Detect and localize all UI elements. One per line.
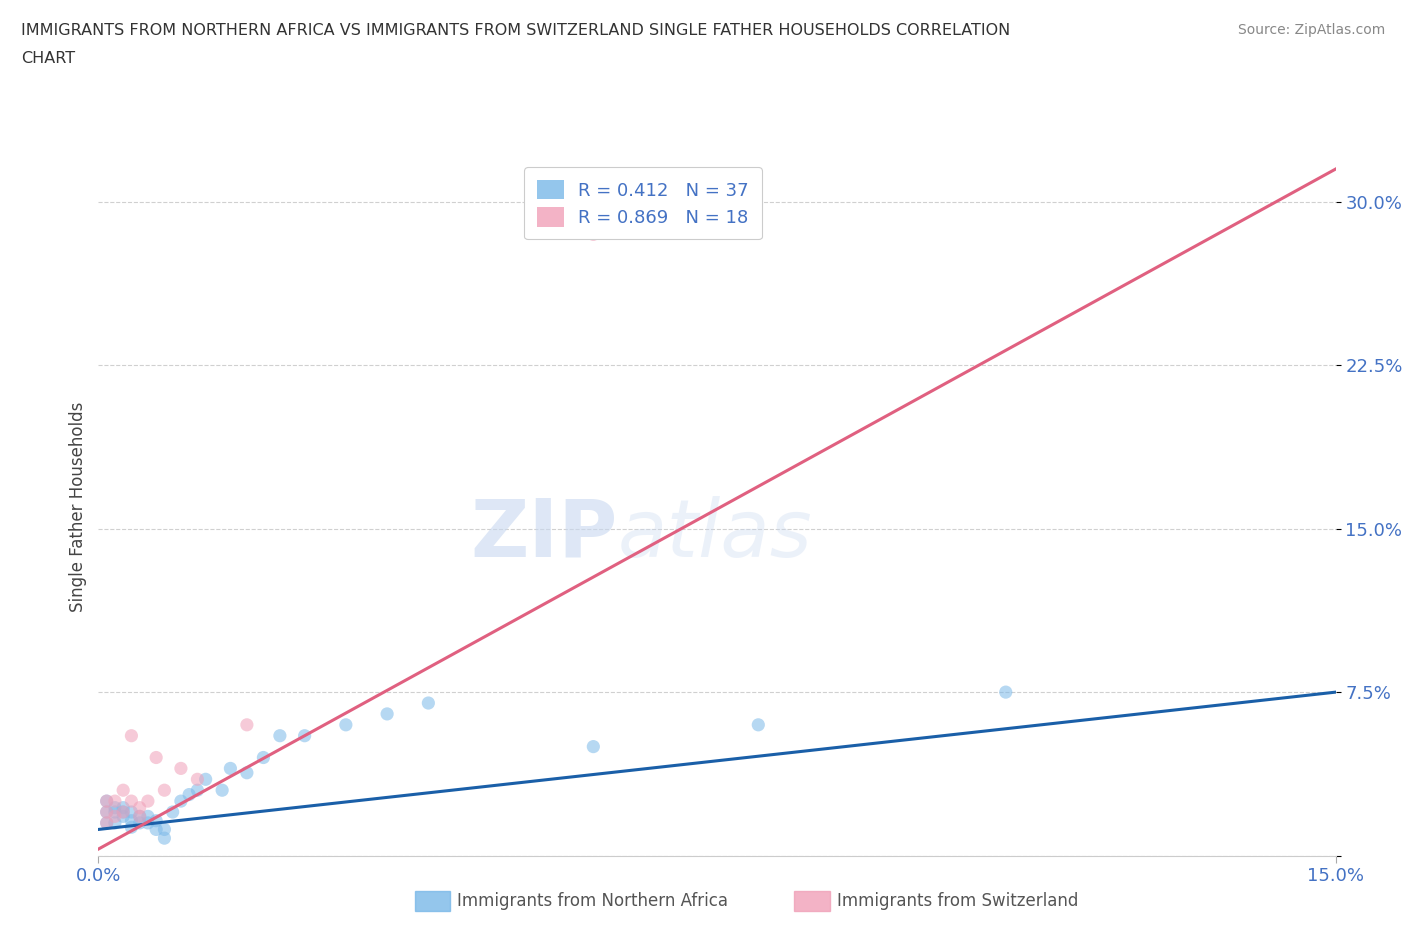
Y-axis label: Single Father Households: Single Father Households <box>69 402 87 612</box>
Point <box>112 804 135 819</box>
Text: CHART: CHART <box>21 51 75 66</box>
Point <box>335 717 357 732</box>
Point <box>128 809 150 824</box>
Point <box>747 717 769 732</box>
Point <box>104 800 127 815</box>
Point <box>145 751 167 765</box>
Point <box>136 793 159 808</box>
Point <box>104 804 127 819</box>
Point <box>136 816 159 830</box>
Point <box>96 793 118 808</box>
Point <box>162 804 184 819</box>
Point <box>211 783 233 798</box>
Point <box>194 772 217 787</box>
Point <box>153 830 176 845</box>
Point <box>153 822 176 837</box>
Point <box>236 717 259 732</box>
Point <box>252 751 274 765</box>
Point <box>128 800 150 815</box>
Point <box>96 816 118 830</box>
Point <box>120 804 142 819</box>
Point <box>104 809 127 824</box>
Point <box>418 696 440 711</box>
Point <box>186 783 208 798</box>
Point <box>994 684 1017 699</box>
Point <box>128 809 150 824</box>
Text: Source: ZipAtlas.com: Source: ZipAtlas.com <box>1237 23 1385 37</box>
Point <box>153 783 176 798</box>
Point <box>120 728 142 743</box>
Point <box>219 761 242 776</box>
Point <box>128 816 150 830</box>
Point <box>582 227 605 242</box>
Point <box>120 793 142 808</box>
Point <box>104 816 127 830</box>
Point <box>145 822 167 837</box>
Legend: R = 0.412   N = 37, R = 0.869   N = 18: R = 0.412 N = 37, R = 0.869 N = 18 <box>524 167 762 239</box>
Point <box>145 813 167 829</box>
Point <box>186 772 208 787</box>
Point <box>112 809 135 824</box>
Text: ZIP: ZIP <box>471 496 619 574</box>
Point <box>120 820 142 835</box>
Text: IMMIGRANTS FROM NORTHERN AFRICA VS IMMIGRANTS FROM SWITZERLAND SINGLE FATHER HOU: IMMIGRANTS FROM NORTHERN AFRICA VS IMMIG… <box>21 23 1011 38</box>
Text: atlas: atlas <box>619 496 813 574</box>
Point <box>136 809 159 824</box>
Point <box>96 804 118 819</box>
Point <box>96 793 118 808</box>
Point <box>112 783 135 798</box>
Point <box>96 804 118 819</box>
Point <box>170 793 193 808</box>
Point <box>179 787 201 802</box>
Point <box>112 800 135 815</box>
Point <box>104 793 127 808</box>
Point <box>236 765 259 780</box>
Point <box>582 739 605 754</box>
Point <box>112 804 135 819</box>
Point <box>269 728 291 743</box>
Point <box>375 707 398 722</box>
Point <box>96 816 118 830</box>
Point <box>120 813 142 829</box>
Point <box>170 761 193 776</box>
Text: Immigrants from Northern Africa: Immigrants from Northern Africa <box>457 892 728 910</box>
Text: Immigrants from Switzerland: Immigrants from Switzerland <box>837 892 1078 910</box>
Point <box>294 728 316 743</box>
